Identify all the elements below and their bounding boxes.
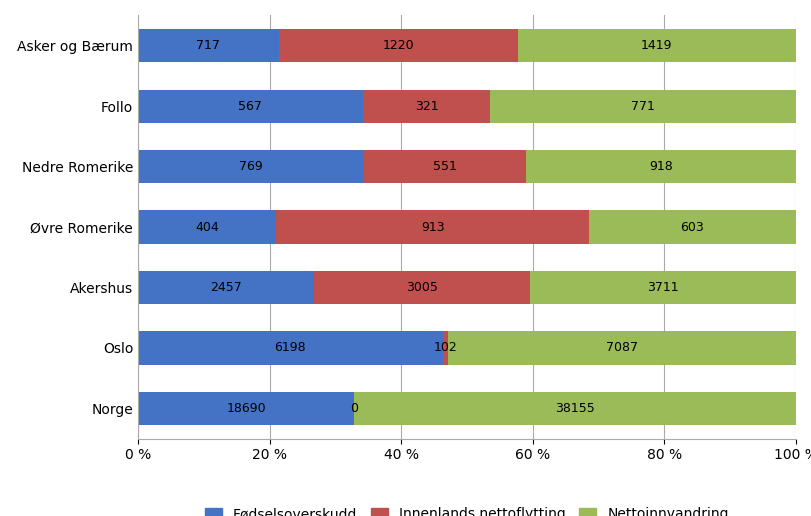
Bar xyxy=(138,331,442,364)
Bar xyxy=(138,271,314,304)
Text: 404: 404 xyxy=(195,220,219,234)
Text: 1419: 1419 xyxy=(640,39,672,52)
Text: 913: 913 xyxy=(420,220,444,234)
Text: 0: 0 xyxy=(350,402,358,415)
Text: 2457: 2457 xyxy=(210,281,242,294)
Bar xyxy=(276,211,589,244)
Text: 38155: 38155 xyxy=(555,402,594,415)
Bar xyxy=(138,211,276,244)
Bar xyxy=(442,331,447,364)
Text: 3005: 3005 xyxy=(406,281,437,294)
Bar xyxy=(278,29,517,62)
Text: 1220: 1220 xyxy=(382,39,414,52)
Bar xyxy=(363,90,490,123)
Text: 771: 771 xyxy=(630,100,654,112)
Text: 102: 102 xyxy=(432,342,457,354)
Bar xyxy=(490,90,795,123)
Bar xyxy=(529,271,795,304)
Bar xyxy=(138,392,354,425)
Text: 551: 551 xyxy=(432,160,457,173)
Bar xyxy=(447,331,795,364)
Text: 321: 321 xyxy=(414,100,438,112)
Bar xyxy=(526,150,795,183)
Bar xyxy=(138,29,278,62)
Text: 6198: 6198 xyxy=(274,342,306,354)
Text: 3711: 3711 xyxy=(646,281,678,294)
Bar xyxy=(138,90,363,123)
Bar xyxy=(314,271,529,304)
Bar xyxy=(354,392,795,425)
Text: 18690: 18690 xyxy=(226,402,266,415)
Text: 603: 603 xyxy=(680,220,703,234)
Text: 567: 567 xyxy=(238,100,262,112)
Text: 918: 918 xyxy=(648,160,672,173)
Bar xyxy=(589,211,795,244)
Legend: Fødselsoverskudd, Innenlands nettoflytting, Nettoinnvandring: Fødselsoverskudd, Innenlands nettoflytti… xyxy=(198,501,735,516)
Text: 717: 717 xyxy=(196,39,220,52)
Text: 7087: 7087 xyxy=(605,342,637,354)
Bar xyxy=(138,150,363,183)
Bar xyxy=(363,150,526,183)
Bar xyxy=(517,29,795,62)
Text: 769: 769 xyxy=(239,160,263,173)
